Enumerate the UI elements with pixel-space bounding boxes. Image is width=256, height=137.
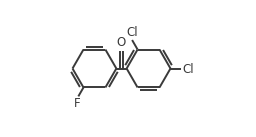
Text: F: F (74, 98, 81, 110)
Text: O: O (117, 36, 126, 49)
Text: Cl: Cl (126, 26, 138, 39)
Text: Cl: Cl (182, 63, 194, 76)
